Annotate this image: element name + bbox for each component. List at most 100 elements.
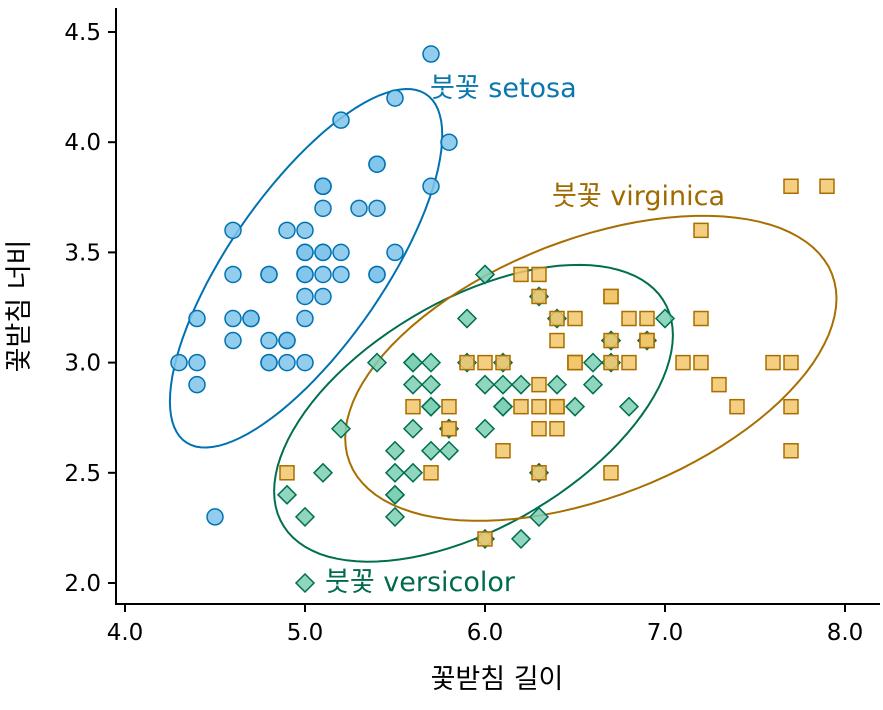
point-setosa	[260, 353, 278, 372]
point-setosa	[314, 265, 332, 284]
point-versicolor	[384, 440, 406, 461]
point-virginica	[675, 354, 691, 371]
point-setosa	[386, 243, 404, 262]
point-versicolor	[384, 506, 406, 527]
point-versicolor	[420, 352, 442, 373]
point-setosa	[314, 199, 332, 218]
point-virginica	[513, 266, 529, 283]
point-versicolor	[618, 396, 640, 417]
point-setosa	[188, 375, 206, 394]
point-versicolor	[276, 484, 298, 505]
point-versicolor	[492, 396, 514, 417]
point-setosa	[314, 287, 332, 306]
point-setosa	[296, 243, 314, 262]
x-axis-label: 꽃받침 길이	[431, 664, 564, 695]
point-virginica	[783, 398, 799, 415]
point-setosa	[224, 221, 242, 240]
point-virginica	[603, 354, 619, 371]
point-virginica	[405, 398, 421, 415]
point-virginica	[531, 376, 547, 393]
point-versicolor	[384, 484, 406, 505]
point-setosa	[260, 331, 278, 350]
point-setosa	[224, 309, 242, 328]
point-setosa	[332, 111, 350, 129]
point-versicolor	[654, 308, 676, 329]
point-versicolor	[402, 418, 424, 439]
series-labels: 붓꽃 setosa 붓꽃 virginica 붓꽃 versicolor	[325, 73, 725, 598]
point-virginica	[693, 310, 709, 327]
x-tick-label: 7.0	[647, 620, 684, 646]
point-virginica	[423, 465, 439, 481]
point-versicolor	[402, 462, 424, 483]
point-versicolor	[312, 462, 334, 483]
point-virginica	[531, 288, 547, 305]
point-setosa	[314, 243, 332, 262]
point-virginica	[603, 465, 619, 481]
point-versicolor	[366, 352, 388, 373]
points-layer	[170, 45, 835, 594]
point-virginica	[711, 376, 727, 393]
point-virginica	[783, 443, 799, 459]
point-virginica	[441, 420, 457, 437]
point-versicolor	[474, 264, 496, 285]
point-versicolor	[510, 374, 532, 395]
point-virginica	[549, 398, 565, 415]
point-virginica	[639, 310, 655, 327]
point-setosa	[260, 265, 278, 284]
x-tick-label: 4.0	[107, 620, 144, 646]
y-tick-label: 2.5	[64, 461, 101, 487]
point-virginica	[495, 354, 511, 371]
point-setosa	[278, 353, 296, 372]
point-virginica	[693, 222, 709, 239]
x-tick-label: 6.0	[467, 620, 504, 646]
point-versicolor	[294, 572, 316, 594]
point-virginica	[819, 178, 835, 195]
point-setosa	[296, 287, 314, 306]
point-setosa	[440, 133, 458, 151]
point-setosa	[422, 45, 440, 63]
ellipse-setosa	[168, 87, 444, 449]
point-virginica	[567, 310, 583, 327]
y-tick-label: 2.0	[64, 571, 101, 597]
point-versicolor	[582, 374, 604, 395]
y-axis-ticks: 2.0 2.5 3.0 3.5 4.0 4.5	[64, 20, 116, 597]
point-versicolor	[582, 352, 604, 373]
point-virginica	[531, 465, 547, 481]
point-versicolor	[456, 308, 478, 329]
point-virginica	[531, 398, 547, 415]
point-setosa	[278, 331, 296, 350]
point-virginica	[459, 354, 475, 371]
point-setosa	[368, 265, 386, 284]
point-virginica	[567, 354, 583, 371]
point-versicolor	[402, 374, 424, 395]
point-setosa	[188, 309, 206, 328]
point-setosa	[386, 89, 404, 107]
point-setosa	[296, 353, 314, 372]
label-versicolor: 붓꽃 versicolor	[325, 567, 516, 598]
point-versicolor	[420, 396, 442, 417]
point-virginica	[495, 443, 511, 459]
point-setosa	[422, 177, 440, 196]
x-axis-ticks: 4.0 5.0 6.0 7.0 8.0	[107, 605, 863, 646]
point-setosa	[296, 265, 314, 284]
point-virginica	[639, 332, 655, 349]
point-setosa	[368, 199, 386, 218]
point-virginica	[531, 266, 547, 283]
point-versicolor	[402, 352, 424, 373]
label-setosa: 붓꽃 setosa	[430, 73, 577, 104]
point-setosa	[206, 508, 224, 526]
point-versicolor	[564, 396, 586, 417]
point-virginica	[603, 288, 619, 305]
point-versicolor	[420, 440, 442, 461]
point-setosa	[350, 199, 368, 218]
ellipse-versicolor	[273, 263, 674, 563]
point-versicolor	[474, 374, 496, 395]
point-setosa	[314, 177, 332, 196]
point-virginica	[765, 354, 781, 371]
point-virginica	[549, 310, 565, 327]
point-setosa	[368, 155, 386, 173]
point-versicolor	[492, 374, 514, 395]
point-versicolor	[474, 418, 496, 439]
point-versicolor	[438, 440, 460, 461]
